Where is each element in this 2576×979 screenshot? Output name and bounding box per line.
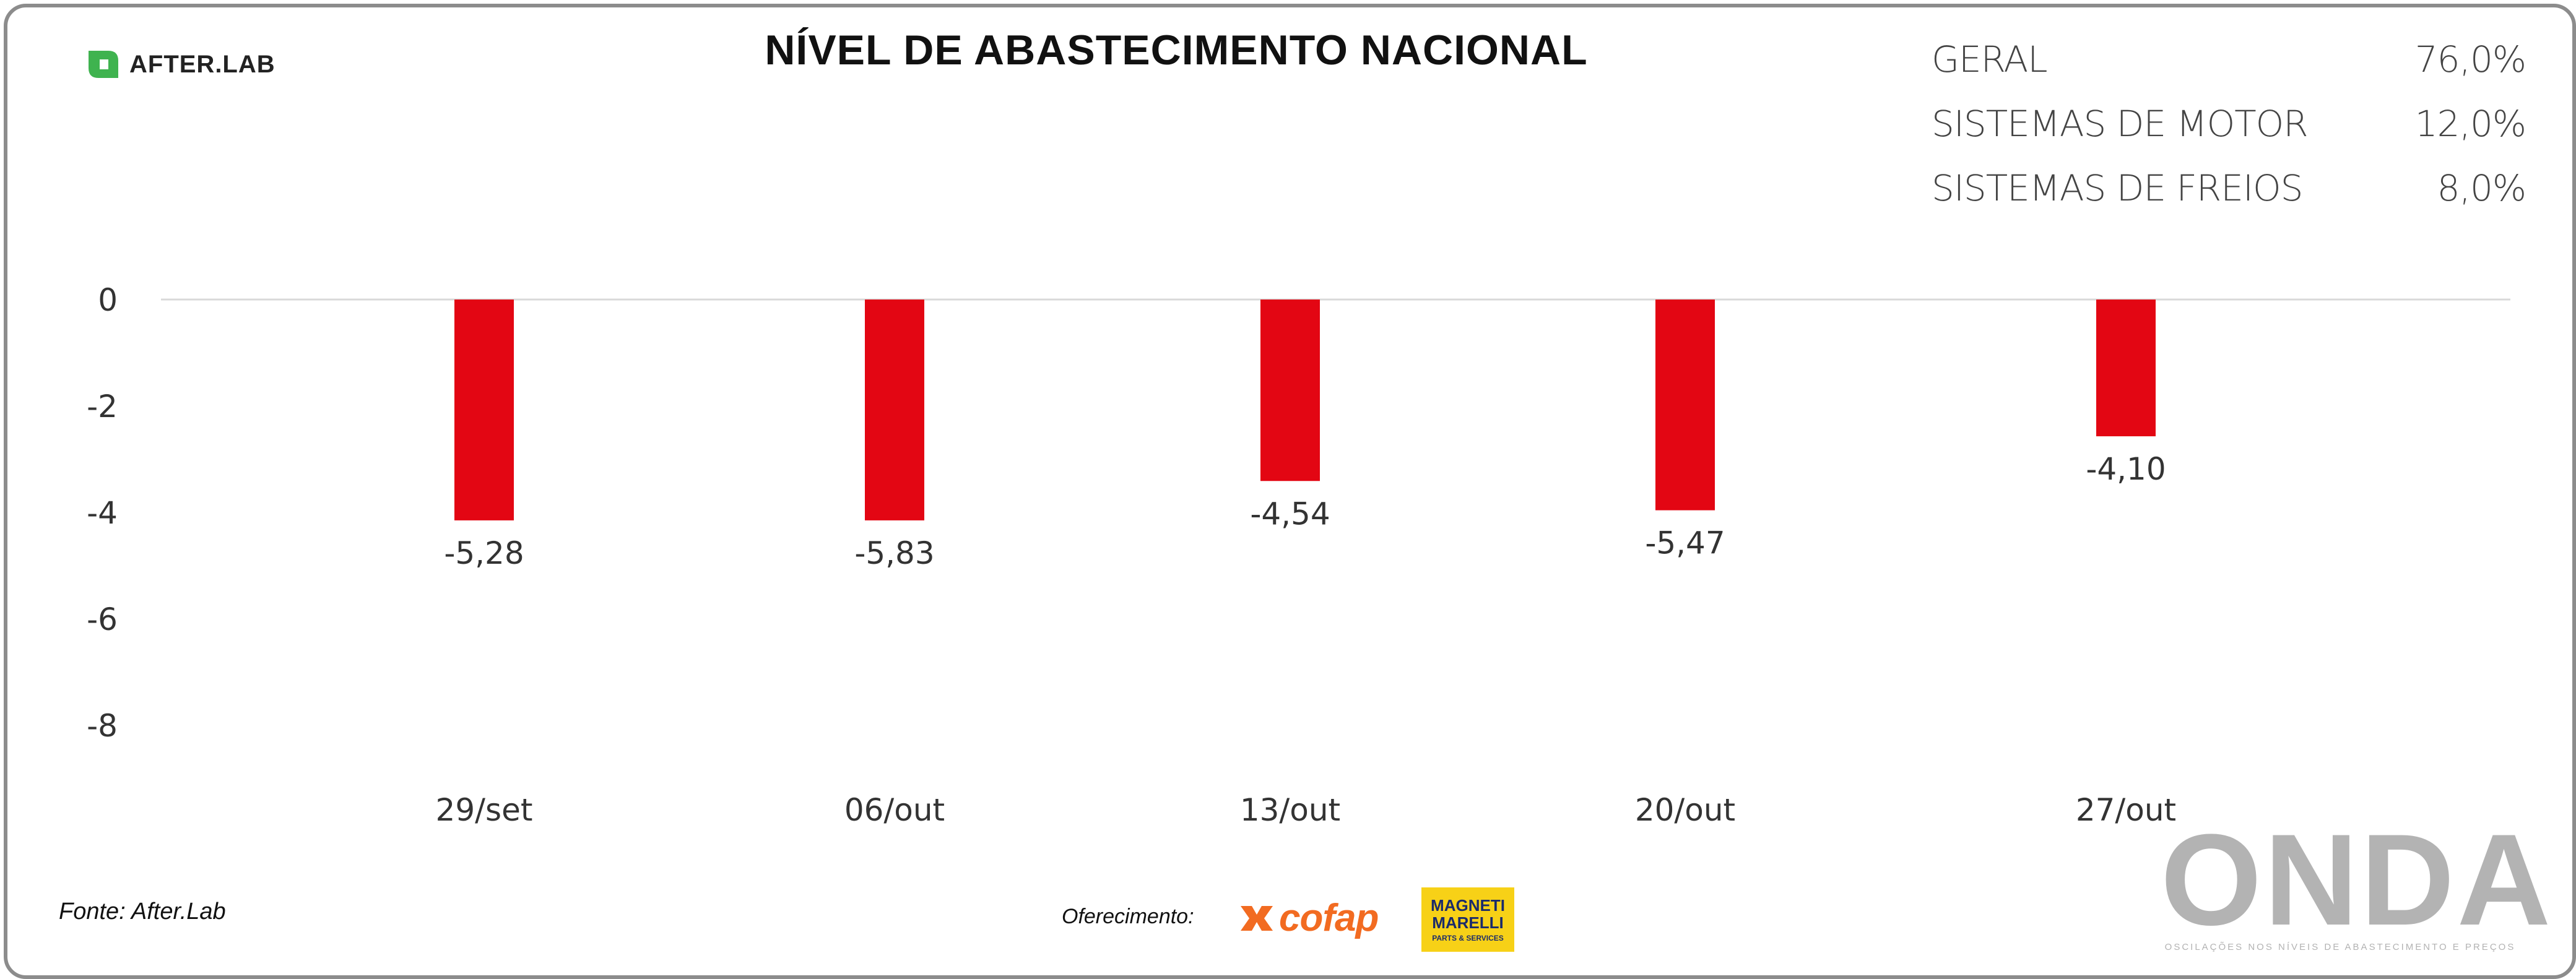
afterlab-logo-icon	[89, 51, 118, 78]
y-tick-label: -6	[87, 602, 118, 637]
afterlab-logo: AFTER.LAB	[84, 48, 275, 80]
y-tick-label: -8	[87, 708, 118, 744]
stat-label: SISTEMAS DE MOTOR	[1932, 103, 2309, 145]
source-note: Fonte: After.Lab	[59, 899, 226, 925]
stat-row-geral: GERAL 76,0%	[1932, 38, 2526, 103]
bar	[1260, 300, 1320, 481]
onda-watermark: ONDA OSCILAÇÕES NOS NÍVEIS DE ABASTECIME…	[2161, 807, 2554, 953]
magneti-line2: MARELLI	[1432, 913, 1504, 932]
data-label: -4,10	[2086, 451, 2166, 487]
bar	[865, 300, 924, 520]
stat-row-motor: SISTEMAS DE MOTOR 12,0%	[1932, 103, 2526, 167]
x-tick-label: 29/set	[436, 792, 533, 828]
chart-title: NÍVEL DE ABASTECIMENTO NACIONAL	[765, 27, 1588, 74]
magneti-sub: PARTS & SERVICES	[1432, 934, 1504, 942]
offer-label: Oferecimento:	[1062, 905, 1194, 928]
stat-label: SISTEMAS DE FREIOS	[1932, 167, 2303, 209]
chart-frame	[4, 4, 2576, 979]
data-label: -4,54	[1250, 496, 1330, 532]
bar	[1655, 300, 1715, 511]
onda-subtitle: OSCILAÇÕES NOS NÍVEIS DE ABASTECIMENTO E…	[2164, 942, 2516, 952]
x-tick-label: 27/out	[2076, 792, 2176, 828]
magneti-marelli-logo: MAGNETI MARELLI PARTS & SERVICES	[1421, 887, 1514, 952]
data-label: -5,47	[1645, 525, 1725, 561]
cofap-logo: cofap	[1238, 896, 1379, 940]
data-label: -5,28	[444, 535, 524, 571]
cofap-text: cofap	[1279, 897, 1379, 939]
bar	[2096, 300, 2156, 437]
stat-row-freios: SISTEMAS DE FREIOS 8,0%	[1932, 167, 2526, 231]
data-label: -5,83	[854, 535, 934, 571]
cofap-mark-icon	[1241, 905, 1273, 931]
onda-title: ONDA	[2161, 807, 2554, 952]
bar	[454, 300, 514, 520]
stats-panel: GERAL 76,0% SISTEMAS DE MOTOR 12,0% SIST…	[1932, 38, 2526, 231]
y-tick-label: -4	[87, 495, 118, 531]
stat-label: GERAL	[1932, 38, 2048, 80]
x-tick-label: 13/out	[1240, 792, 1340, 828]
brand-name: AFTER.LAB	[129, 50, 275, 78]
x-tick-label: 06/out	[844, 792, 945, 828]
stat-value: 76,0%	[2414, 38, 2526, 80]
y-tick-label: 0	[98, 282, 118, 318]
magneti-line1: MAGNETI	[1431, 896, 1505, 915]
stat-value: 12,0%	[2414, 103, 2526, 145]
x-tick-label: 20/out	[1635, 792, 1735, 828]
stat-value: 8,0%	[2437, 167, 2526, 209]
y-tick-label: -2	[87, 389, 118, 425]
